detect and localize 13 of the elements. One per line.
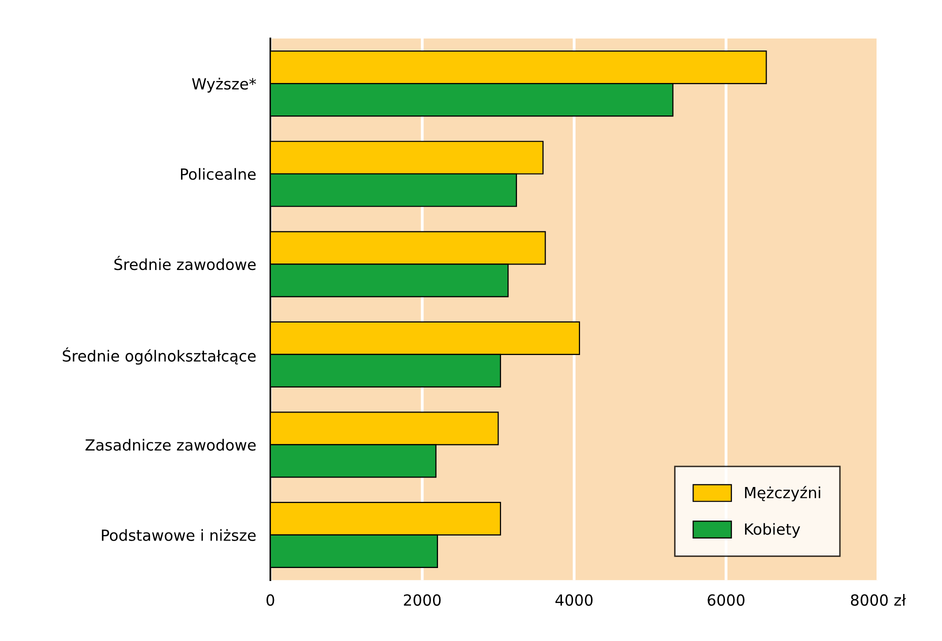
x-tick-label: 6000	[708, 594, 744, 606]
y-tick-label: Policealne	[180, 168, 256, 180]
y-tick-label: Podstawowe i niższe	[102, 529, 256, 541]
x-tick-label: 0	[266, 594, 274, 606]
legend-label: Kobiety	[745, 523, 800, 538]
y-tick-label: Zasadnicze zawodowe	[86, 438, 256, 451]
x-tick-label: 4000	[555, 594, 593, 606]
x-tick-label: 2000	[404, 594, 441, 606]
y-tick-label: Średnie zawodowe	[114, 256, 256, 270]
x-tick-label: 8000 zł	[850, 594, 906, 606]
legend-label: Mężczyźni	[745, 486, 820, 502]
y-tick-label: Średnie ogólnokształcące	[62, 347, 256, 365]
y-tick-label: Wyższe*	[192, 78, 256, 93]
